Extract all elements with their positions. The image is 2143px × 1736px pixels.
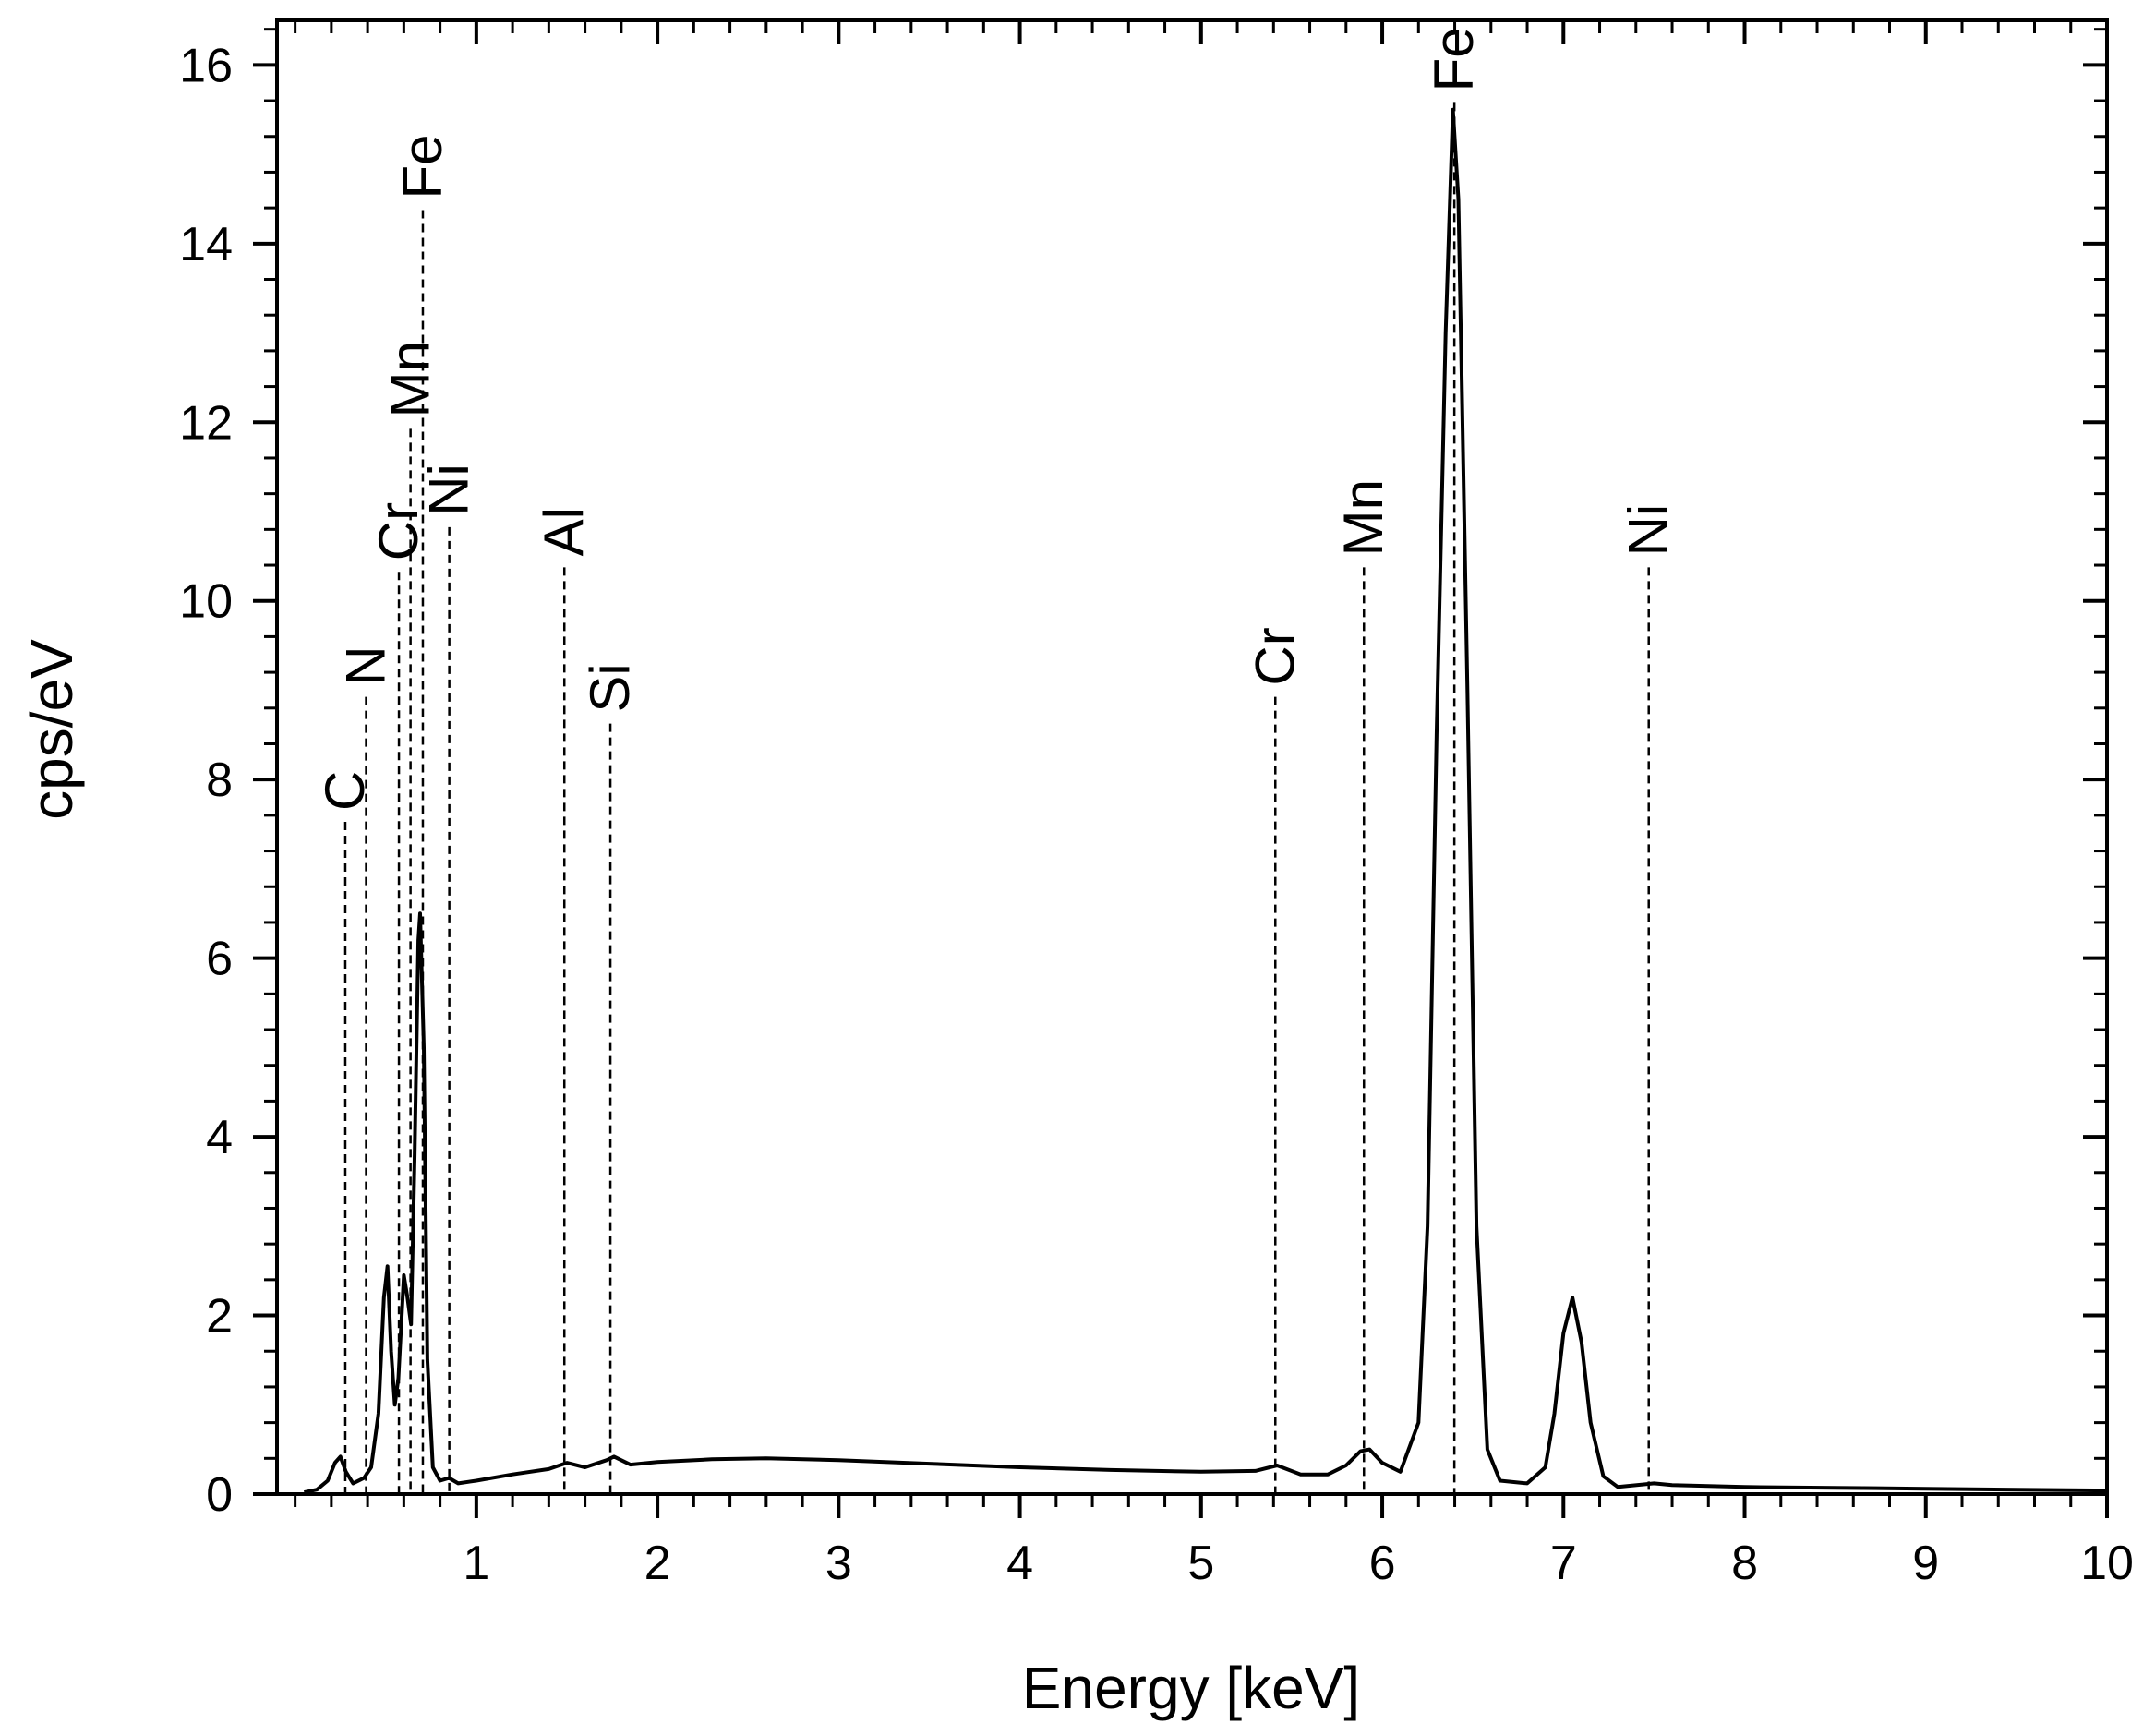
x-tick-label: 1 [463,1537,489,1590]
peak-label-n: N [335,645,397,685]
peak-label-cr: Cr [367,502,429,561]
y-tick-label: 14 [179,218,233,271]
y-tick-label: 12 [179,396,233,450]
x-tick-label: 6 [1369,1537,1396,1590]
peak-label-al: Al [533,507,595,556]
peak-label-fe: Fe [391,134,453,199]
spectrum-line [303,107,2108,1495]
peak-label-fe: Fe [1423,27,1485,91]
peak-labels: C N Cr Mn Fe Ni Al Si Cr Mn Fe Ni [314,27,1679,811]
x-tick-label: 10 [2080,1537,2134,1590]
minor-ticks [264,20,2107,1507]
y-tick-label: 0 [206,1468,233,1522]
x-tick-label: 9 [1912,1537,1939,1590]
x-tick-label: 4 [1006,1537,1033,1590]
x-tick-label: 7 [1550,1537,1577,1590]
peak-marker-lines [343,102,1650,1494]
x-axis-title: Energy [keV] [1022,1655,1360,1721]
x-tick-label: 2 [644,1537,671,1590]
y-axis-title: cps/eV [18,639,85,820]
y-tick-label: 2 [206,1290,233,1344]
peak-label-ni: Ni [418,464,480,516]
peak-label-mn: Mn [379,341,441,417]
peak-label-cr: Cr [1244,627,1306,685]
x-tick-label: 5 [1187,1537,1214,1590]
plot-frame [275,18,2109,1496]
peak-label-ni: Ni [1618,504,1679,557]
x-axis-ticks: 1 2 3 4 5 6 7 8 9 10 [463,20,2134,1590]
y-tick-label: 6 [206,933,233,986]
y-tick-label: 16 [179,39,233,92]
peak-label-mn: Mn [1332,479,1394,556]
y-axis-ticks: 0 2 4 6 8 10 12 14 16 [179,39,2107,1522]
x-tick-label: 3 [825,1537,852,1590]
x-tick-label: 8 [1731,1537,1758,1590]
y-tick-label: 4 [206,1111,233,1164]
peak-label-c: C [314,771,376,811]
y-tick-label: 8 [206,753,233,807]
peak-label-si: Si [579,663,641,712]
y-tick-label: 10 [179,575,233,629]
